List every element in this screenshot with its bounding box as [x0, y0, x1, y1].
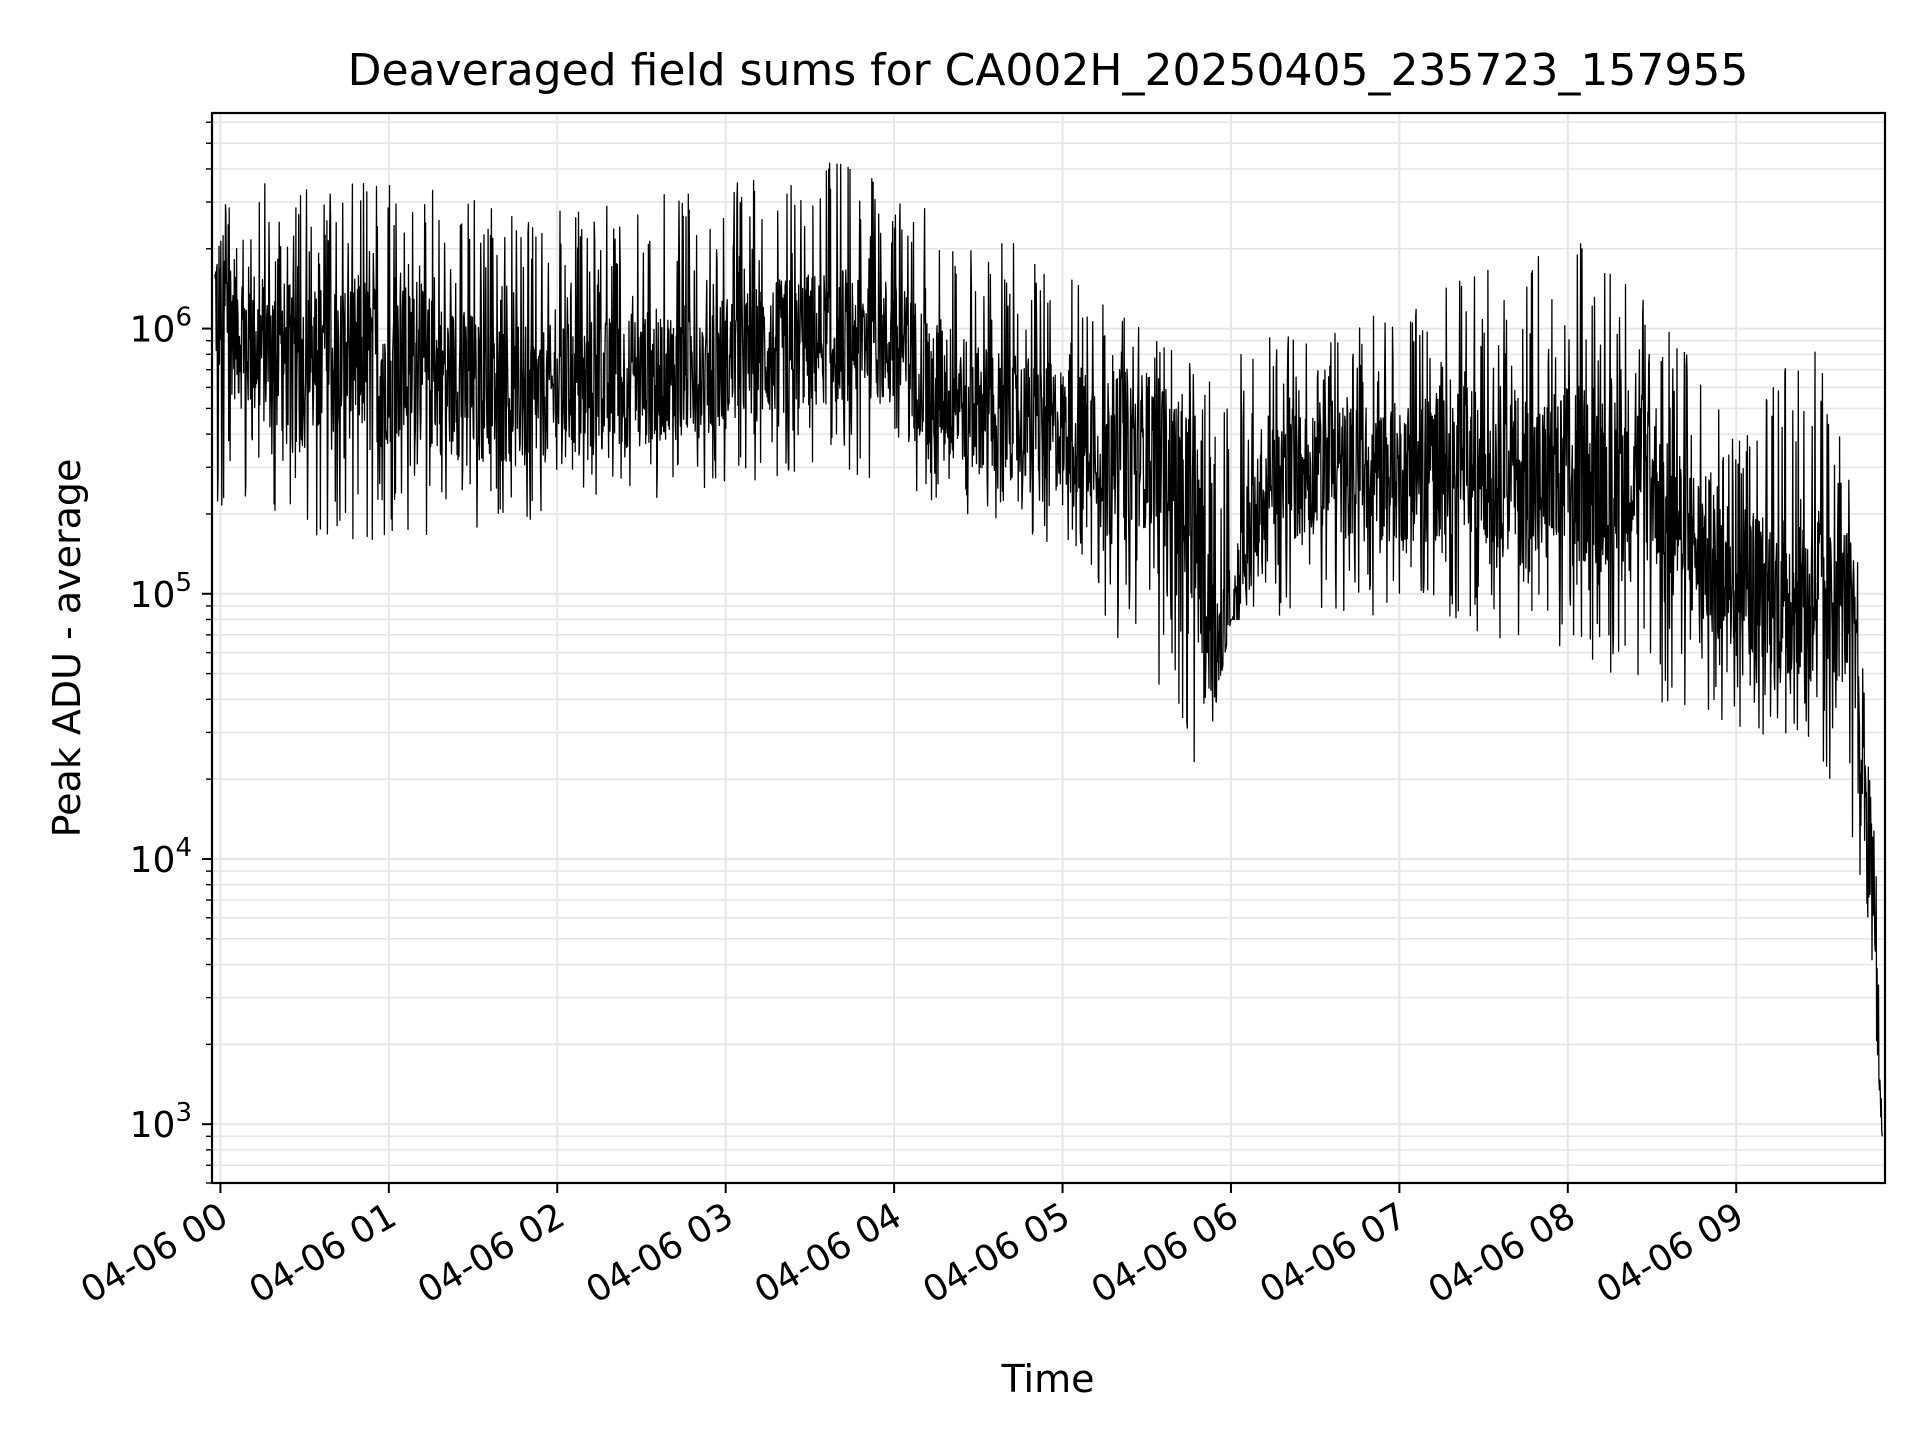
chart-title: Deaveraged field sums for CA002H_2025040… [348, 45, 1749, 96]
y-axis: 103 104 105 106 [130, 121, 212, 1184]
y-tick-label: 104 [130, 833, 192, 881]
y-tick-label: 105 [130, 568, 192, 616]
series-line [214, 162, 1883, 1137]
plot-area [214, 162, 1883, 1137]
y-tick-label: 106 [130, 303, 192, 351]
plot-frame [210, 111, 1887, 1185]
y-axis-label: Peak ADU - average [45, 459, 89, 838]
x-axis-label: Time [1001, 1357, 1095, 1401]
y-tick-label: 103 [130, 1098, 192, 1146]
